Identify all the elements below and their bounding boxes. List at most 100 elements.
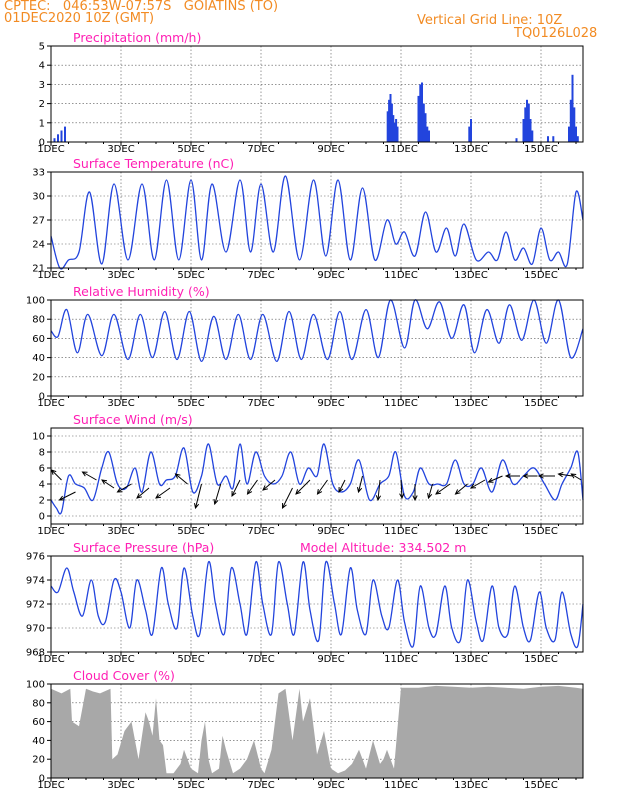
precip-bar: [527, 103, 530, 142]
rh-line: [50, 299, 584, 363]
wind-arrow: [295, 479, 311, 495]
y-tick-label: 100: [26, 296, 45, 307]
precip-bar: [573, 107, 576, 142]
wind-title: Surface Wind (m/s): [73, 412, 193, 427]
y-tick-label: 80: [32, 315, 45, 326]
precip-bar: [524, 107, 527, 142]
run-date: 01DEC2020 10Z (GMT): [4, 11, 155, 26]
precip-bar: [470, 119, 472, 142]
y-tick-label: 20: [32, 372, 45, 383]
x-tick-label: 15DEC: [524, 270, 558, 281]
x-tick-label: 5DEC: [177, 270, 204, 281]
wind-arrow-head: [155, 493, 161, 499]
wind-arrow-head: [412, 495, 418, 502]
rh-title: Relative Humidity (%): [73, 284, 210, 299]
wind-arrow: [375, 479, 382, 502]
precip-bar: [515, 138, 518, 142]
y-tick-label: 0: [39, 138, 45, 149]
y-tick-label: 21: [32, 264, 45, 275]
x-tick-label: 13DEC: [454, 398, 488, 409]
wind-arrow-head: [58, 495, 65, 501]
wind-arrow-shaft: [570, 473, 582, 481]
x-tick-label: 15DEC: [524, 654, 558, 665]
x-tick-label: 9DEC: [317, 398, 344, 409]
wind-arrow: [281, 487, 293, 510]
wind-arrow-head: [557, 472, 564, 478]
y-tick-label: 2: [39, 99, 45, 110]
x-tick-label: 11DEC: [384, 270, 418, 281]
wind-arrow: [116, 483, 132, 493]
grid-note: Vertical Grid Line: 10Z: [417, 13, 563, 28]
x-tick-label: 11DEC: [384, 398, 418, 409]
wind-arrow-shaft: [175, 473, 188, 485]
y-tick-label: 4: [39, 61, 45, 72]
precip-bar: [417, 95, 420, 142]
x-tick-label: 5DEC: [177, 780, 204, 791]
wind-arrow-head: [522, 473, 529, 479]
wind-arrow: [246, 479, 258, 495]
wind-arrow-head: [454, 489, 461, 495]
wind-arrow-head: [427, 493, 433, 500]
x-tick-label: 7DEC: [247, 144, 274, 155]
wind-arrow-head: [116, 487, 123, 493]
precip-bar: [571, 74, 574, 142]
wind-arrow-head: [504, 473, 511, 479]
wind-arrow: [470, 479, 486, 489]
wind-arrow-head: [375, 495, 382, 502]
wind-arrow-shaft: [136, 487, 150, 499]
wind-arrow-shaft: [435, 483, 451, 495]
wind-arrow-head: [174, 473, 181, 479]
wind-arrow-shaft: [317, 479, 328, 495]
x-tick-label: 5DEC: [177, 144, 204, 155]
wind-arrow: [316, 479, 328, 495]
wind-arrow: [58, 491, 76, 501]
y-tick-label: 27: [32, 216, 45, 227]
x-tick-label: 3DEC: [107, 270, 134, 281]
precip-bar: [60, 130, 63, 142]
wind-arrow: [537, 473, 555, 479]
wind-arrow: [427, 483, 433, 500]
wind-arrow-shaft: [214, 483, 222, 505]
x-tick-label: 1DEC: [37, 780, 64, 791]
precip-bar: [422, 103, 425, 142]
wind-arrow: [570, 473, 582, 481]
panel-frame: [50, 427, 584, 525]
precip-bar: [424, 113, 427, 142]
wind-arrow-head: [262, 485, 269, 491]
panel-cloud: 1DEC 3DEC 5DEC 7DEC 9DEC 11DEC 13DEC 15DEC 0 20 40…: [26, 668, 584, 791]
wind-arrow-shaft: [470, 479, 486, 489]
wind-arrow: [338, 479, 346, 494]
precip-bar: [392, 115, 395, 142]
temp-line: [50, 175, 584, 270]
y-tick-label: 976: [26, 552, 45, 563]
y-tick-label: 24: [32, 240, 45, 251]
wind-arrow-shaft: [82, 471, 97, 481]
run-code: TQ0126L028: [514, 26, 598, 41]
precip-bar: [390, 103, 393, 142]
wind-arrow-head: [246, 489, 253, 495]
wind-arrow-shaft: [117, 483, 132, 493]
y-tick-label: 8: [39, 448, 45, 459]
wind-arrow-head: [357, 487, 363, 494]
x-tick-label: 1DEC: [37, 270, 64, 281]
precip-bar: [526, 99, 528, 142]
y-tick-label: 80: [32, 698, 45, 709]
x-tick-label: 7DEC: [247, 654, 274, 665]
wind-arrow-shaft: [282, 487, 293, 509]
wind-arrow: [155, 487, 171, 499]
y-tick-label: 30: [32, 192, 45, 203]
y-tick-label: 100: [26, 680, 45, 691]
precip-bar: [393, 122, 396, 142]
wind-arrow-head: [231, 490, 237, 498]
wind-arrow: [213, 483, 222, 506]
x-tick-label: 7DEC: [247, 270, 274, 281]
wind-arrow-shaft: [400, 479, 403, 499]
x-tick-label: 15DEC: [524, 526, 558, 537]
pres-line: [50, 560, 584, 649]
x-tick-label: 5DEC: [177, 654, 204, 665]
x-tick-label: 15DEC: [524, 780, 558, 791]
wind-arrow: [454, 483, 468, 495]
x-tick-label: 13DEC: [454, 144, 488, 155]
x-tick-label: 3DEC: [107, 398, 134, 409]
